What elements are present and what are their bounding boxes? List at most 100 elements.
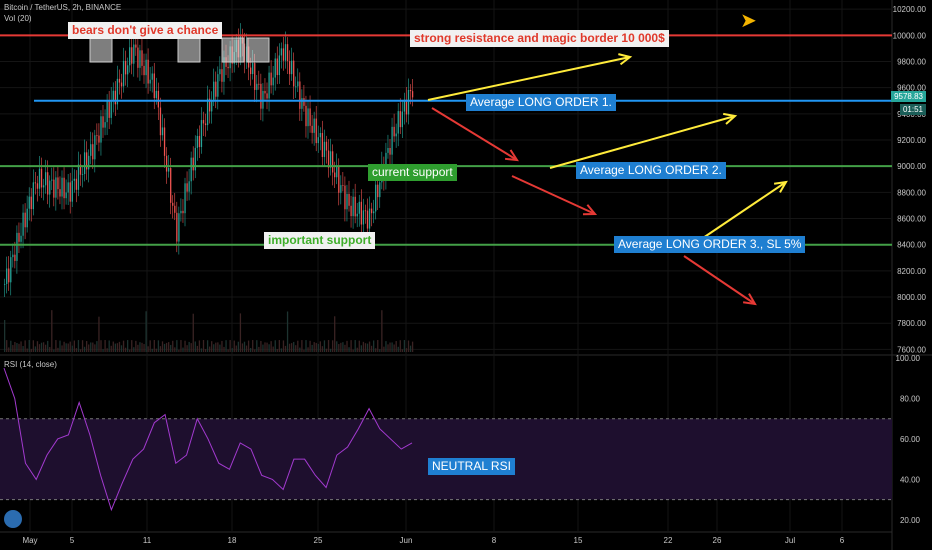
candle-body xyxy=(81,173,84,175)
neutral-rsi-annotation[interactable]: NEUTRAL RSI xyxy=(428,458,515,475)
candle-body xyxy=(315,118,317,144)
candle-body xyxy=(16,232,18,261)
arrow-up-3 xyxy=(699,181,787,241)
long-order-2-annotation[interactable]: Average LONG ORDER 2. xyxy=(576,162,726,179)
volume-bar xyxy=(288,343,291,352)
long-order-1-annotation[interactable]: Average LONG ORDER 1. xyxy=(466,94,616,111)
current-support-annotation[interactable]: current support xyxy=(368,164,457,181)
candle-body xyxy=(122,60,125,87)
candle-body xyxy=(375,184,377,212)
candle-body xyxy=(124,60,127,75)
volume-bar xyxy=(262,344,264,352)
candle-body xyxy=(172,202,174,206)
volume-bar xyxy=(385,341,387,352)
volume-bar xyxy=(223,346,225,352)
volume-bar xyxy=(291,343,293,352)
volume-bar xyxy=(26,348,28,352)
candle-body xyxy=(399,111,401,128)
volume-bar xyxy=(194,341,196,352)
candle-body xyxy=(186,183,188,192)
candle-body xyxy=(55,177,57,198)
volume-bar xyxy=(42,342,45,352)
volume-bar xyxy=(145,311,147,352)
candle-body xyxy=(188,181,190,192)
volume-bar xyxy=(18,343,20,352)
volume-bar xyxy=(360,345,362,352)
candle-body xyxy=(309,108,311,126)
volume-bar xyxy=(272,346,274,352)
arrow-down-1 xyxy=(431,107,518,161)
candle-body xyxy=(45,172,47,186)
arrow-up-1-head xyxy=(618,53,633,66)
volume-bar xyxy=(86,341,88,352)
volume-bar xyxy=(88,344,90,352)
candle-body xyxy=(276,58,278,76)
candle-body xyxy=(22,212,24,236)
candle-body xyxy=(42,185,45,188)
volume-bar xyxy=(30,348,32,352)
candle-body xyxy=(217,74,219,97)
candle-body xyxy=(149,79,151,84)
candle-body xyxy=(311,125,313,133)
rsi-tick-label: 100.00 xyxy=(896,354,921,363)
arrow-down-3-head xyxy=(742,293,757,306)
candle-body xyxy=(143,65,145,76)
candle-body xyxy=(100,116,102,143)
high-marker-box xyxy=(89,37,113,63)
volume-bar xyxy=(397,346,399,352)
candle-body xyxy=(301,98,303,109)
candle-body xyxy=(215,81,217,97)
candle-body xyxy=(145,59,147,76)
volume-bar xyxy=(336,341,338,352)
price-tick-label: 8800.00 xyxy=(897,188,926,197)
volume-bar xyxy=(356,347,358,352)
candle-body xyxy=(401,111,403,128)
candle-body xyxy=(256,83,258,90)
candle-body xyxy=(131,47,133,64)
candle-body xyxy=(358,201,360,214)
volume-bar xyxy=(133,347,135,352)
candle-body xyxy=(377,184,379,198)
arrow-down-1-head xyxy=(504,149,519,162)
candle-body xyxy=(366,210,369,229)
candle-body xyxy=(258,83,260,85)
important-support-annotation[interactable]: important support xyxy=(264,232,376,249)
candle-body xyxy=(40,168,43,188)
candle-body xyxy=(356,213,358,217)
candle-body xyxy=(157,90,160,108)
tradingview-logo-icon[interactable] xyxy=(4,510,22,528)
volume-bar xyxy=(227,349,229,352)
candle-body xyxy=(260,83,262,109)
candle-body xyxy=(336,166,338,178)
volume-bar xyxy=(405,348,408,352)
volume-bar xyxy=(16,343,18,352)
bears-annotation[interactable]: bears don't give a chance xyxy=(68,22,223,39)
volume-bar xyxy=(282,340,285,352)
candle-body xyxy=(264,90,266,94)
volume-bar xyxy=(311,344,313,352)
candle-body xyxy=(346,193,348,210)
candle-body xyxy=(108,101,110,118)
volume-bar xyxy=(307,347,309,352)
long-order-3-annotation[interactable]: Average LONG ORDER 3., SL 5% xyxy=(614,236,806,253)
candle-body xyxy=(344,185,346,210)
candle-body xyxy=(332,151,334,173)
volume-bar xyxy=(377,340,379,352)
volume-bar xyxy=(155,348,157,352)
candle-body xyxy=(350,205,352,217)
volume-bar xyxy=(231,347,233,352)
resistance-annotation[interactable]: strong resistance and magic border 10 00… xyxy=(410,30,669,47)
volume-bar xyxy=(315,342,317,352)
volume-bar xyxy=(69,341,71,352)
volume-bar xyxy=(135,340,137,352)
candle-body xyxy=(155,90,157,99)
volume-bar xyxy=(370,345,373,352)
volume-bar xyxy=(245,345,248,352)
high-marker-box xyxy=(246,37,270,63)
x-tick-label: 18 xyxy=(228,536,237,545)
price-tick-label: 7800.00 xyxy=(897,319,926,328)
candle-body xyxy=(86,152,88,170)
candle-body xyxy=(288,61,291,75)
volume-bar xyxy=(206,340,209,352)
volume-bar xyxy=(352,349,354,352)
